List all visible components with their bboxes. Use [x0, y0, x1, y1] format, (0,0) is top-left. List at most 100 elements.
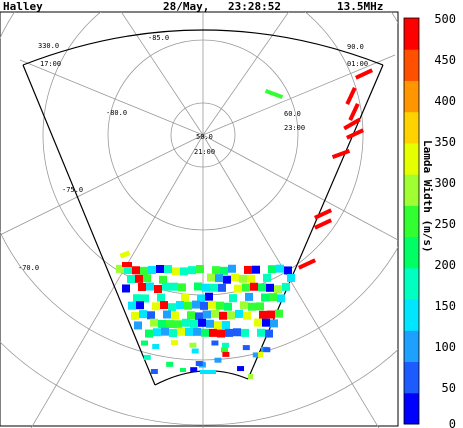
scatter-cell: [190, 367, 198, 373]
scatter-cell: [248, 374, 253, 379]
scatter-cell: [267, 310, 275, 319]
scatter-cell: [343, 117, 361, 131]
date-label: 28/May,: [163, 0, 210, 13]
scatter-cell: [168, 303, 176, 312]
scatter-cell: [200, 301, 208, 310]
scatter-cell: [214, 357, 222, 363]
scatter-cell: [245, 292, 253, 301]
colorbar-tick-0: 0: [449, 417, 456, 428]
scatter-cell: [201, 328, 209, 337]
scatter-cell: [164, 265, 172, 274]
scatter-cell: [195, 361, 203, 367]
scatter-cell: [143, 354, 151, 360]
frequency-label: 13.5MHz: [337, 0, 384, 13]
scatter-cell: [218, 283, 226, 292]
scatter-cell: [128, 301, 136, 310]
scatter-cell: [162, 282, 170, 291]
scatter-cell: [240, 301, 248, 310]
scatter-cell: [234, 284, 242, 293]
scatter-cell: [241, 328, 249, 337]
scatter-cell: [231, 273, 239, 282]
scatter-cell: [237, 366, 245, 372]
scatter-cell: [243, 311, 251, 320]
colorbar-segment: [404, 174, 419, 206]
scatter-cell: [345, 128, 365, 140]
grid-label-lat-80: -80.0: [106, 109, 127, 117]
scatter-cell: [161, 327, 169, 336]
colorbar-tick-100: 100: [434, 340, 456, 354]
scatter-cell: [163, 310, 171, 319]
scatter-cell: [185, 327, 193, 336]
scatter-cell: [172, 267, 180, 276]
scatter-cell: [157, 293, 165, 302]
colorbar-tick-150: 150: [434, 299, 456, 313]
grid-label-lat-70: -70.0: [18, 264, 39, 272]
scatter-cell: [275, 309, 283, 318]
scatter-cell: [159, 275, 167, 284]
scatter-cell: [211, 309, 219, 318]
grid-label-lat-85: -85.0: [148, 34, 169, 42]
colorbar-segment: [404, 330, 419, 363]
colorbar-tick-400: 400: [434, 94, 456, 108]
scatter-cell: [141, 294, 149, 303]
scatter-cell: [212, 266, 220, 275]
grid-label-time-23: 23:00: [284, 124, 305, 132]
scatter-cell: [174, 320, 182, 329]
scatter-cell: [282, 282, 290, 291]
scatter-cell: [224, 302, 232, 311]
scatter-cell: [197, 294, 205, 303]
scatter-cell: [214, 321, 222, 330]
scatter-cell: [219, 311, 227, 320]
scatter-cell: [225, 328, 233, 337]
colorbar-segment: [404, 361, 419, 394]
scatter-cell: [127, 274, 135, 283]
grid-label-lon-60: 60.0: [284, 110, 301, 118]
scatter-cell: [264, 89, 284, 99]
scatter-cell: [269, 293, 277, 302]
scatter-cell: [262, 318, 270, 327]
scatter-cell: [191, 348, 199, 354]
scatter-cell: [190, 319, 198, 328]
scatter-cell: [331, 149, 351, 159]
scatter-cell: [133, 294, 141, 303]
scatter-cell: [287, 273, 295, 282]
scatter-cell: [156, 264, 164, 273]
scatter-cells: [116, 68, 374, 379]
scatter-cell: [147, 311, 155, 320]
station-name: Halley: [3, 0, 43, 13]
scatter-cell: [242, 283, 250, 292]
colorbar-segment: [404, 111, 419, 144]
scatter-cell: [313, 218, 333, 230]
time-label: 23:28:52: [228, 0, 281, 13]
scatter-cell: [211, 340, 219, 346]
scatter-cell: [184, 301, 192, 310]
scatter-cell: [252, 265, 260, 274]
grid-label-lon-90: 90.0: [347, 43, 364, 51]
scatter-cell: [143, 274, 151, 283]
grid-label-time-01: 01:00: [347, 60, 368, 68]
scatter-cell: [257, 328, 265, 337]
scatter-cell: [202, 283, 210, 292]
scatter-cell: [152, 344, 160, 350]
scatter-cell: [122, 284, 130, 293]
colorbar-segment: [404, 236, 419, 269]
colorbar-title: Lamda Width (m/s): [421, 140, 434, 253]
scatter-cell: [200, 370, 216, 374]
scatter-cell: [276, 264, 284, 273]
scatter-cell: [244, 265, 252, 274]
colorbar-segment: [404, 49, 419, 81]
colorbar-tick-250: 250: [434, 217, 456, 231]
scatter-cell: [210, 283, 218, 292]
scatter-cell: [258, 283, 266, 292]
scatter-cell: [274, 285, 282, 294]
scatter-cell: [180, 267, 188, 276]
scatter-cell: [221, 342, 229, 348]
scatter-cell: [146, 282, 154, 291]
colorbar-segment: [404, 80, 419, 113]
colorbar-frame: [403, 17, 420, 425]
colorbar-tick-450: 450: [434, 53, 456, 67]
scatter-cell: [270, 319, 278, 328]
scatter-cell: [134, 321, 142, 330]
